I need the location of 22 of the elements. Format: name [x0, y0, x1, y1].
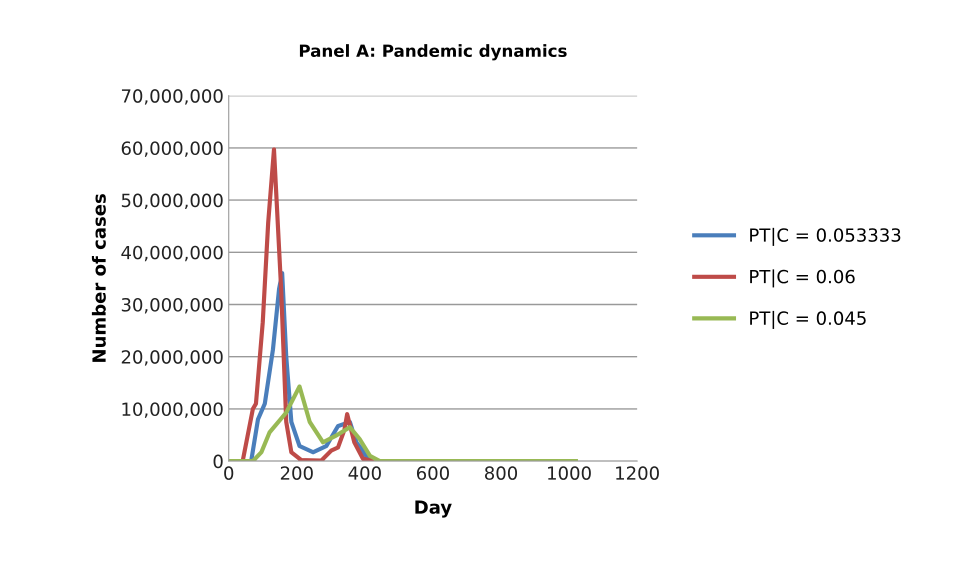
legend-label: PT|C = 0.045	[750, 310, 866, 329]
x-tick-label: 1200	[616, 466, 659, 480]
y-tick-label: 50,000,000	[122, 194, 223, 210]
x-tick-label: 200	[280, 466, 313, 480]
y-tick-label: 10,000,000	[122, 402, 223, 418]
x-axis-title: Day	[415, 500, 452, 518]
x-tick-label: 600	[416, 466, 449, 480]
line-series	[228, 384, 578, 462]
y-tick-label: 70,000,000	[122, 89, 223, 105]
y-tick-label: 20,000,000	[122, 350, 223, 366]
y-tick-label: 30,000,000	[122, 298, 223, 314]
chart-title: Panel A: Pandemic dynamics	[300, 44, 567, 60]
y-tick-label: 40,000,000	[121, 246, 223, 262]
y-tick-label: 0	[214, 454, 223, 468]
y-tick-label: 60,000,000	[122, 141, 223, 157]
y-axis-title: Number of cases	[92, 194, 106, 362]
x-tick-label: 400	[348, 466, 381, 480]
x-tick-label: 800	[484, 466, 518, 480]
legend-label: PT|C = 0.053333	[750, 228, 900, 246]
legend-label: PT|C = 0.06	[750, 269, 855, 288]
x-tick-label: 0	[224, 466, 234, 480]
x-tick-label: 1000	[548, 466, 591, 480]
